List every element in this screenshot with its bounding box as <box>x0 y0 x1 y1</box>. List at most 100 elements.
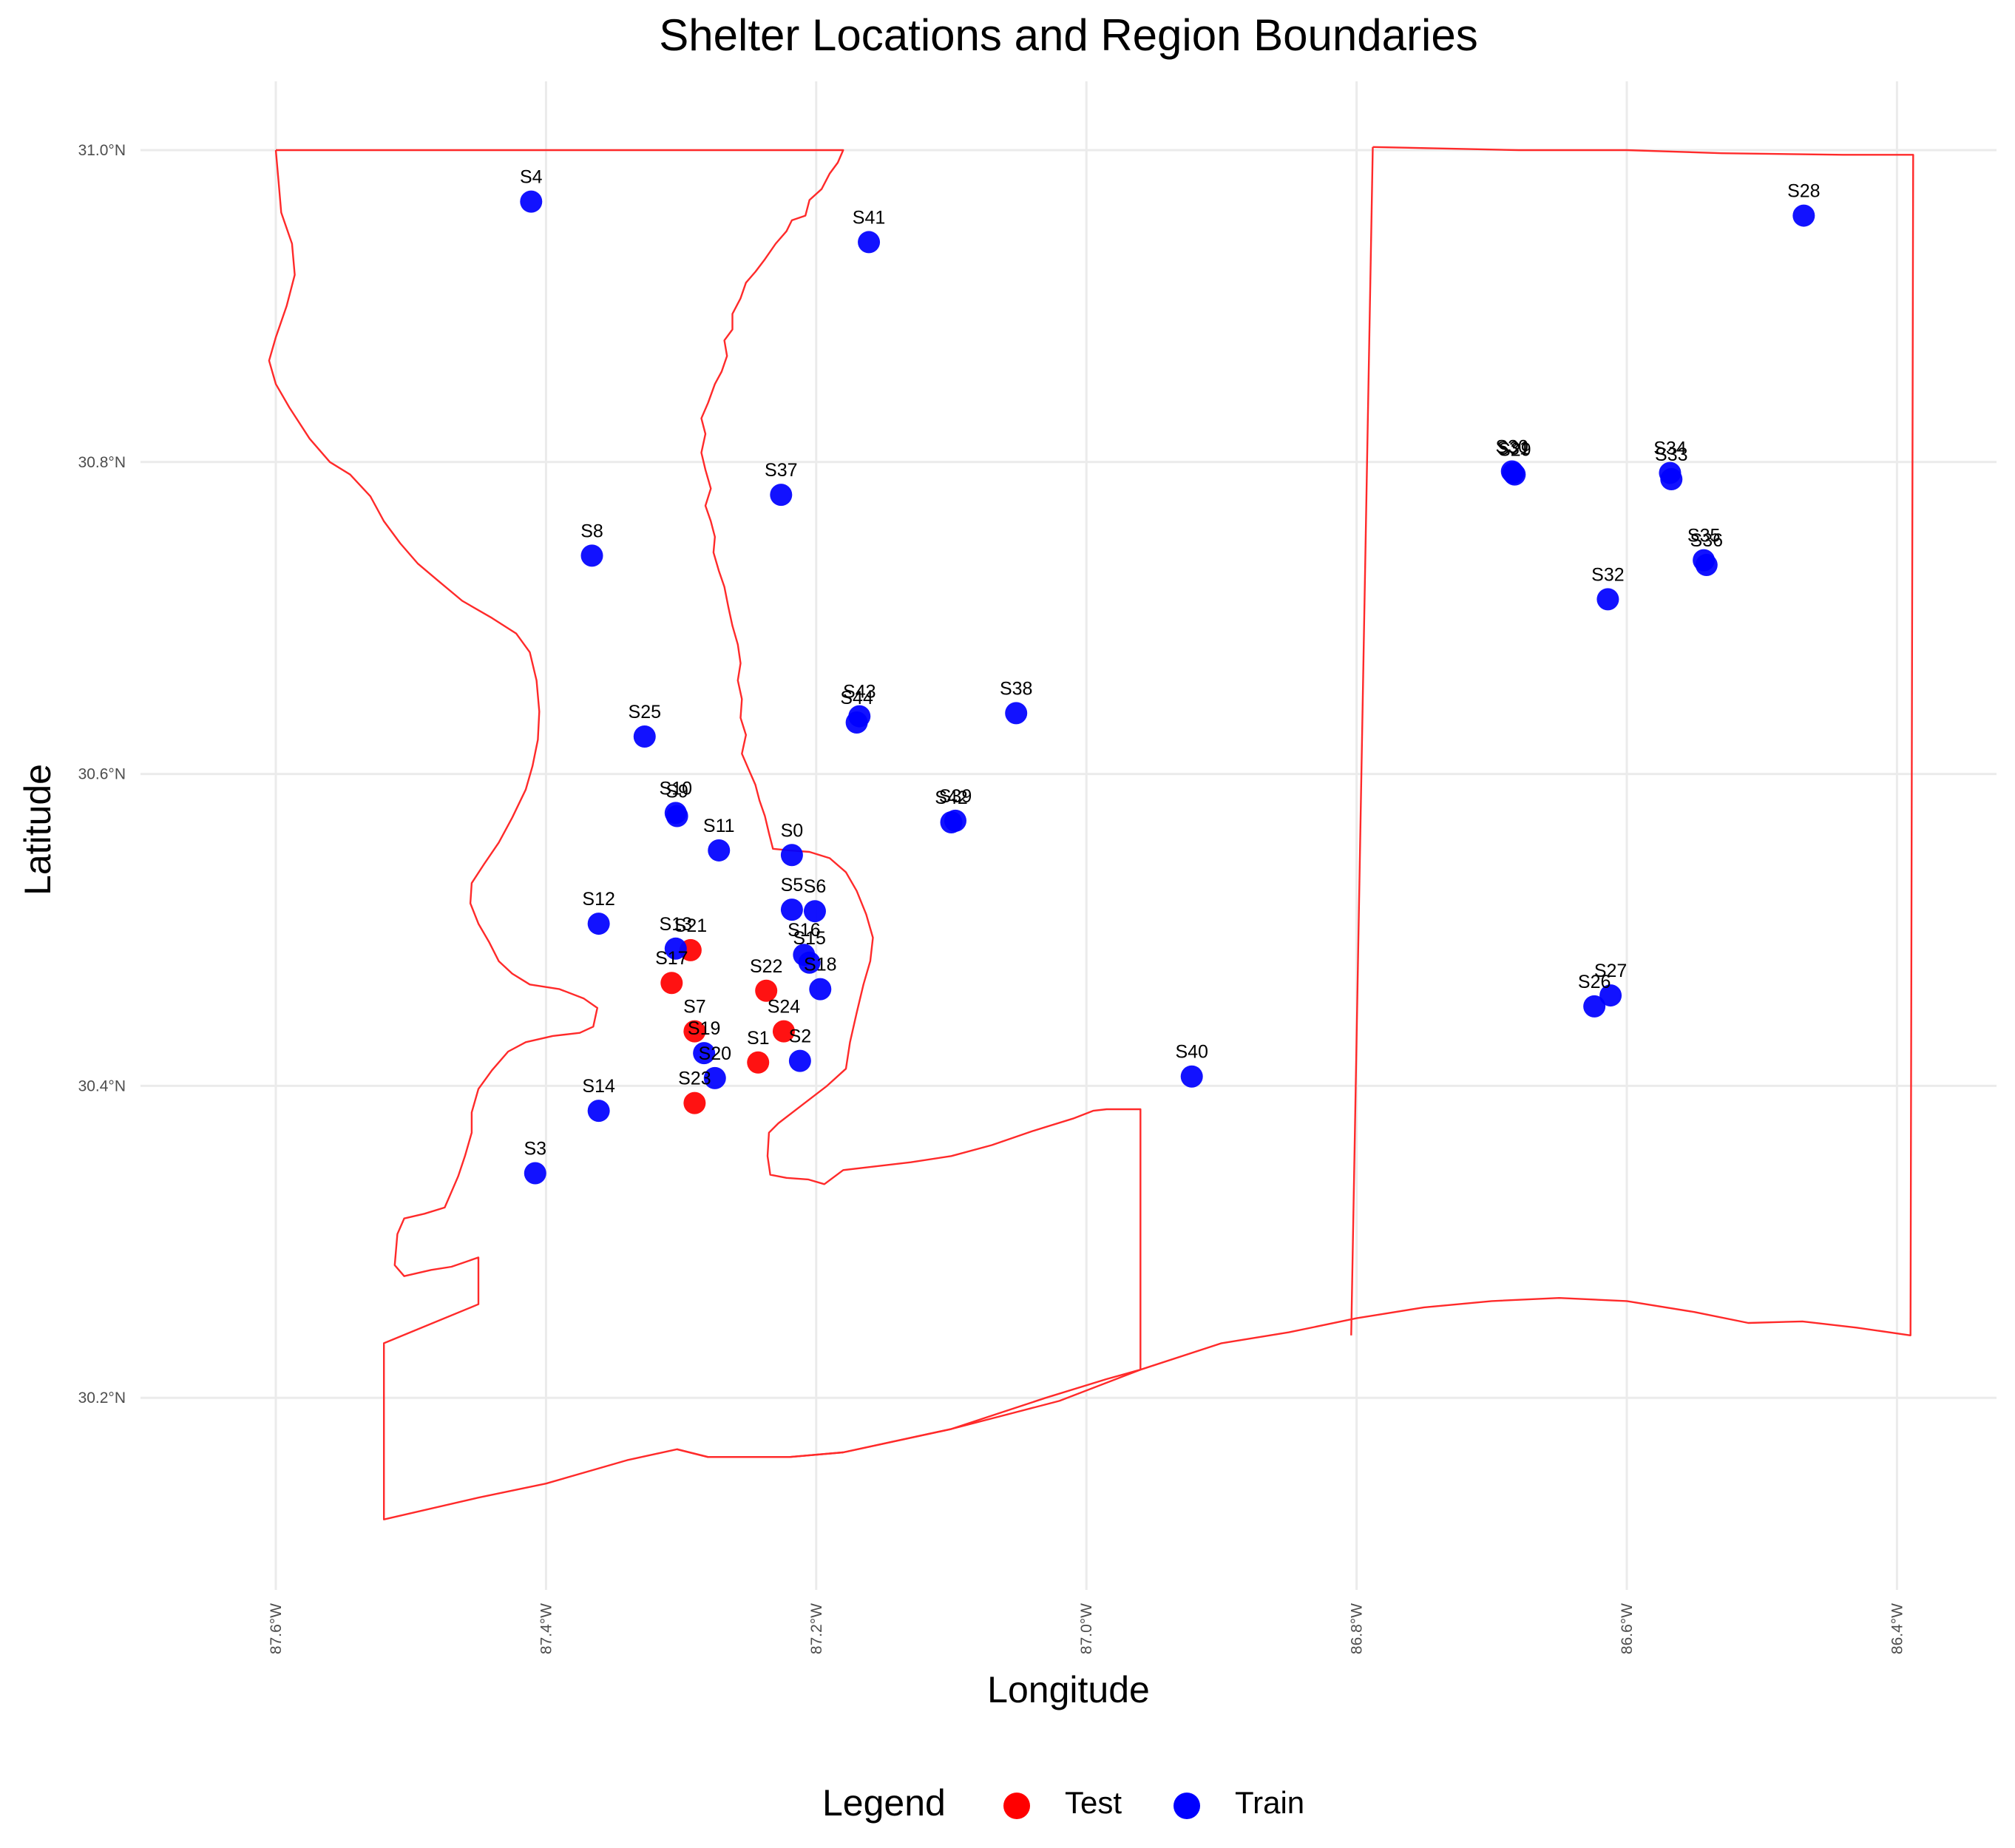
point-s5 <box>780 898 803 921</box>
point-s0 <box>780 844 803 867</box>
label-s40: S40 <box>1175 1042 1208 1063</box>
point-s1 <box>747 1051 770 1074</box>
point-s31 <box>1502 461 1525 484</box>
label-s23: S23 <box>678 1069 711 1089</box>
label-s25: S25 <box>629 702 661 722</box>
label-s6: S6 <box>804 876 827 897</box>
legend-marker-test <box>1003 1793 1030 1819</box>
x-axis-title: Longitude <box>987 1669 1150 1710</box>
label-s0: S0 <box>781 820 804 841</box>
label-s35: S35 <box>1687 526 1720 546</box>
boundary-east-region-west-edge <box>1350 146 1374 1336</box>
label-s34: S34 <box>1653 439 1687 459</box>
label-s4: S4 <box>520 167 543 188</box>
point-s19 <box>693 1042 716 1065</box>
x-tick-label: 86.4°W <box>1889 1603 1906 1654</box>
label-s1: S1 <box>747 1028 770 1049</box>
point-s14 <box>587 1100 610 1123</box>
region-boundaries <box>268 146 1914 1520</box>
gridlines <box>140 81 1997 1590</box>
label-s30: S30 <box>1495 436 1528 457</box>
label-s3: S3 <box>524 1139 546 1160</box>
x-tick-label: 87.4°W <box>538 1603 555 1654</box>
label-s9: S9 <box>666 782 688 802</box>
label-s18: S18 <box>804 955 836 975</box>
y-axis-title: Latitude <box>17 764 58 896</box>
y-tick-label: 31.0°N <box>78 142 126 159</box>
label-s36: S36 <box>1690 530 1723 551</box>
label-s8: S8 <box>580 521 603 541</box>
x-tick-label: 87.0°W <box>1078 1603 1095 1654</box>
point-s24 <box>772 1020 795 1043</box>
point-s23 <box>683 1091 706 1114</box>
label-s20: S20 <box>699 1043 731 1064</box>
label-s37: S37 <box>765 460 797 481</box>
point-s7 <box>683 1020 706 1043</box>
x-tick-label: 86.6°W <box>1619 1603 1636 1654</box>
y-tick-label: 30.8°N <box>78 454 126 471</box>
shelter-points <box>520 190 1815 1185</box>
point-s17 <box>660 972 683 995</box>
y-tick-label: 30.4°N <box>78 1077 126 1094</box>
boundary-west-region <box>268 149 1142 1520</box>
x-tick-label: 87.6°W <box>268 1603 285 1654</box>
point-s34 <box>1659 461 1682 484</box>
point-s42 <box>940 810 963 833</box>
point-s12 <box>587 913 610 935</box>
label-s14: S14 <box>582 1076 615 1097</box>
label-s11: S11 <box>703 816 735 836</box>
label-s27: S27 <box>1594 961 1627 981</box>
legend-label-train: Train <box>1235 1785 1304 1820</box>
point-s2 <box>788 1049 811 1072</box>
label-s13: S13 <box>660 914 692 935</box>
legend-label-test: Test <box>1065 1785 1122 1820</box>
point-s38 <box>1005 702 1028 725</box>
label-s39: S39 <box>939 786 972 807</box>
point-s40 <box>1180 1065 1203 1088</box>
point-s3 <box>524 1162 546 1185</box>
chart-title: Shelter Locations and Region Boundaries <box>659 10 1477 60</box>
point-s36 <box>1695 553 1718 576</box>
point-s27 <box>1599 984 1622 1007</box>
point-s22 <box>755 979 778 1002</box>
point-s16 <box>793 944 816 967</box>
label-s24: S24 <box>768 997 801 1018</box>
label-s38: S38 <box>1000 678 1032 699</box>
y-tick-label: 30.2°N <box>78 1390 126 1407</box>
label-s42: S42 <box>935 788 967 808</box>
label-s44: S44 <box>840 688 873 708</box>
point-s44 <box>845 711 868 734</box>
axis-ticks: 87.6°W 87.4°W 87.2°W 87.0°W 86.8°W 86.6°W 86.4… <box>78 142 1906 1654</box>
boundary-east-region <box>677 146 1914 1458</box>
x-tick-label: 87.2°W <box>808 1603 825 1654</box>
legend: Legend Test Train <box>822 1782 1304 1824</box>
point-s10 <box>664 802 687 825</box>
point-s37 <box>770 484 793 507</box>
label-s19: S19 <box>688 1018 720 1039</box>
label-s21: S21 <box>674 915 707 936</box>
label-s15: S15 <box>793 928 825 949</box>
label-s16: S16 <box>788 920 820 941</box>
label-s33: S33 <box>1655 444 1687 465</box>
point-s4 <box>520 190 543 213</box>
legend-title: Legend <box>822 1782 946 1824</box>
label-s29: S29 <box>1498 440 1531 461</box>
point-s18 <box>809 978 832 1001</box>
label-s10: S10 <box>660 778 692 799</box>
point-s25 <box>633 725 656 748</box>
point-s26 <box>1583 995 1606 1018</box>
label-s32: S32 <box>1591 564 1624 585</box>
point-s32 <box>1596 588 1619 611</box>
label-s31: S31 <box>1497 439 1529 459</box>
label-s28: S28 <box>1787 181 1820 202</box>
label-s7: S7 <box>683 997 706 1018</box>
legend-marker-train <box>1174 1793 1200 1819</box>
x-tick-label: 86.8°W <box>1349 1603 1366 1654</box>
label-s2: S2 <box>789 1026 812 1047</box>
point-s11 <box>708 839 731 862</box>
point-s13 <box>664 937 687 960</box>
point-s20 <box>703 1066 726 1089</box>
